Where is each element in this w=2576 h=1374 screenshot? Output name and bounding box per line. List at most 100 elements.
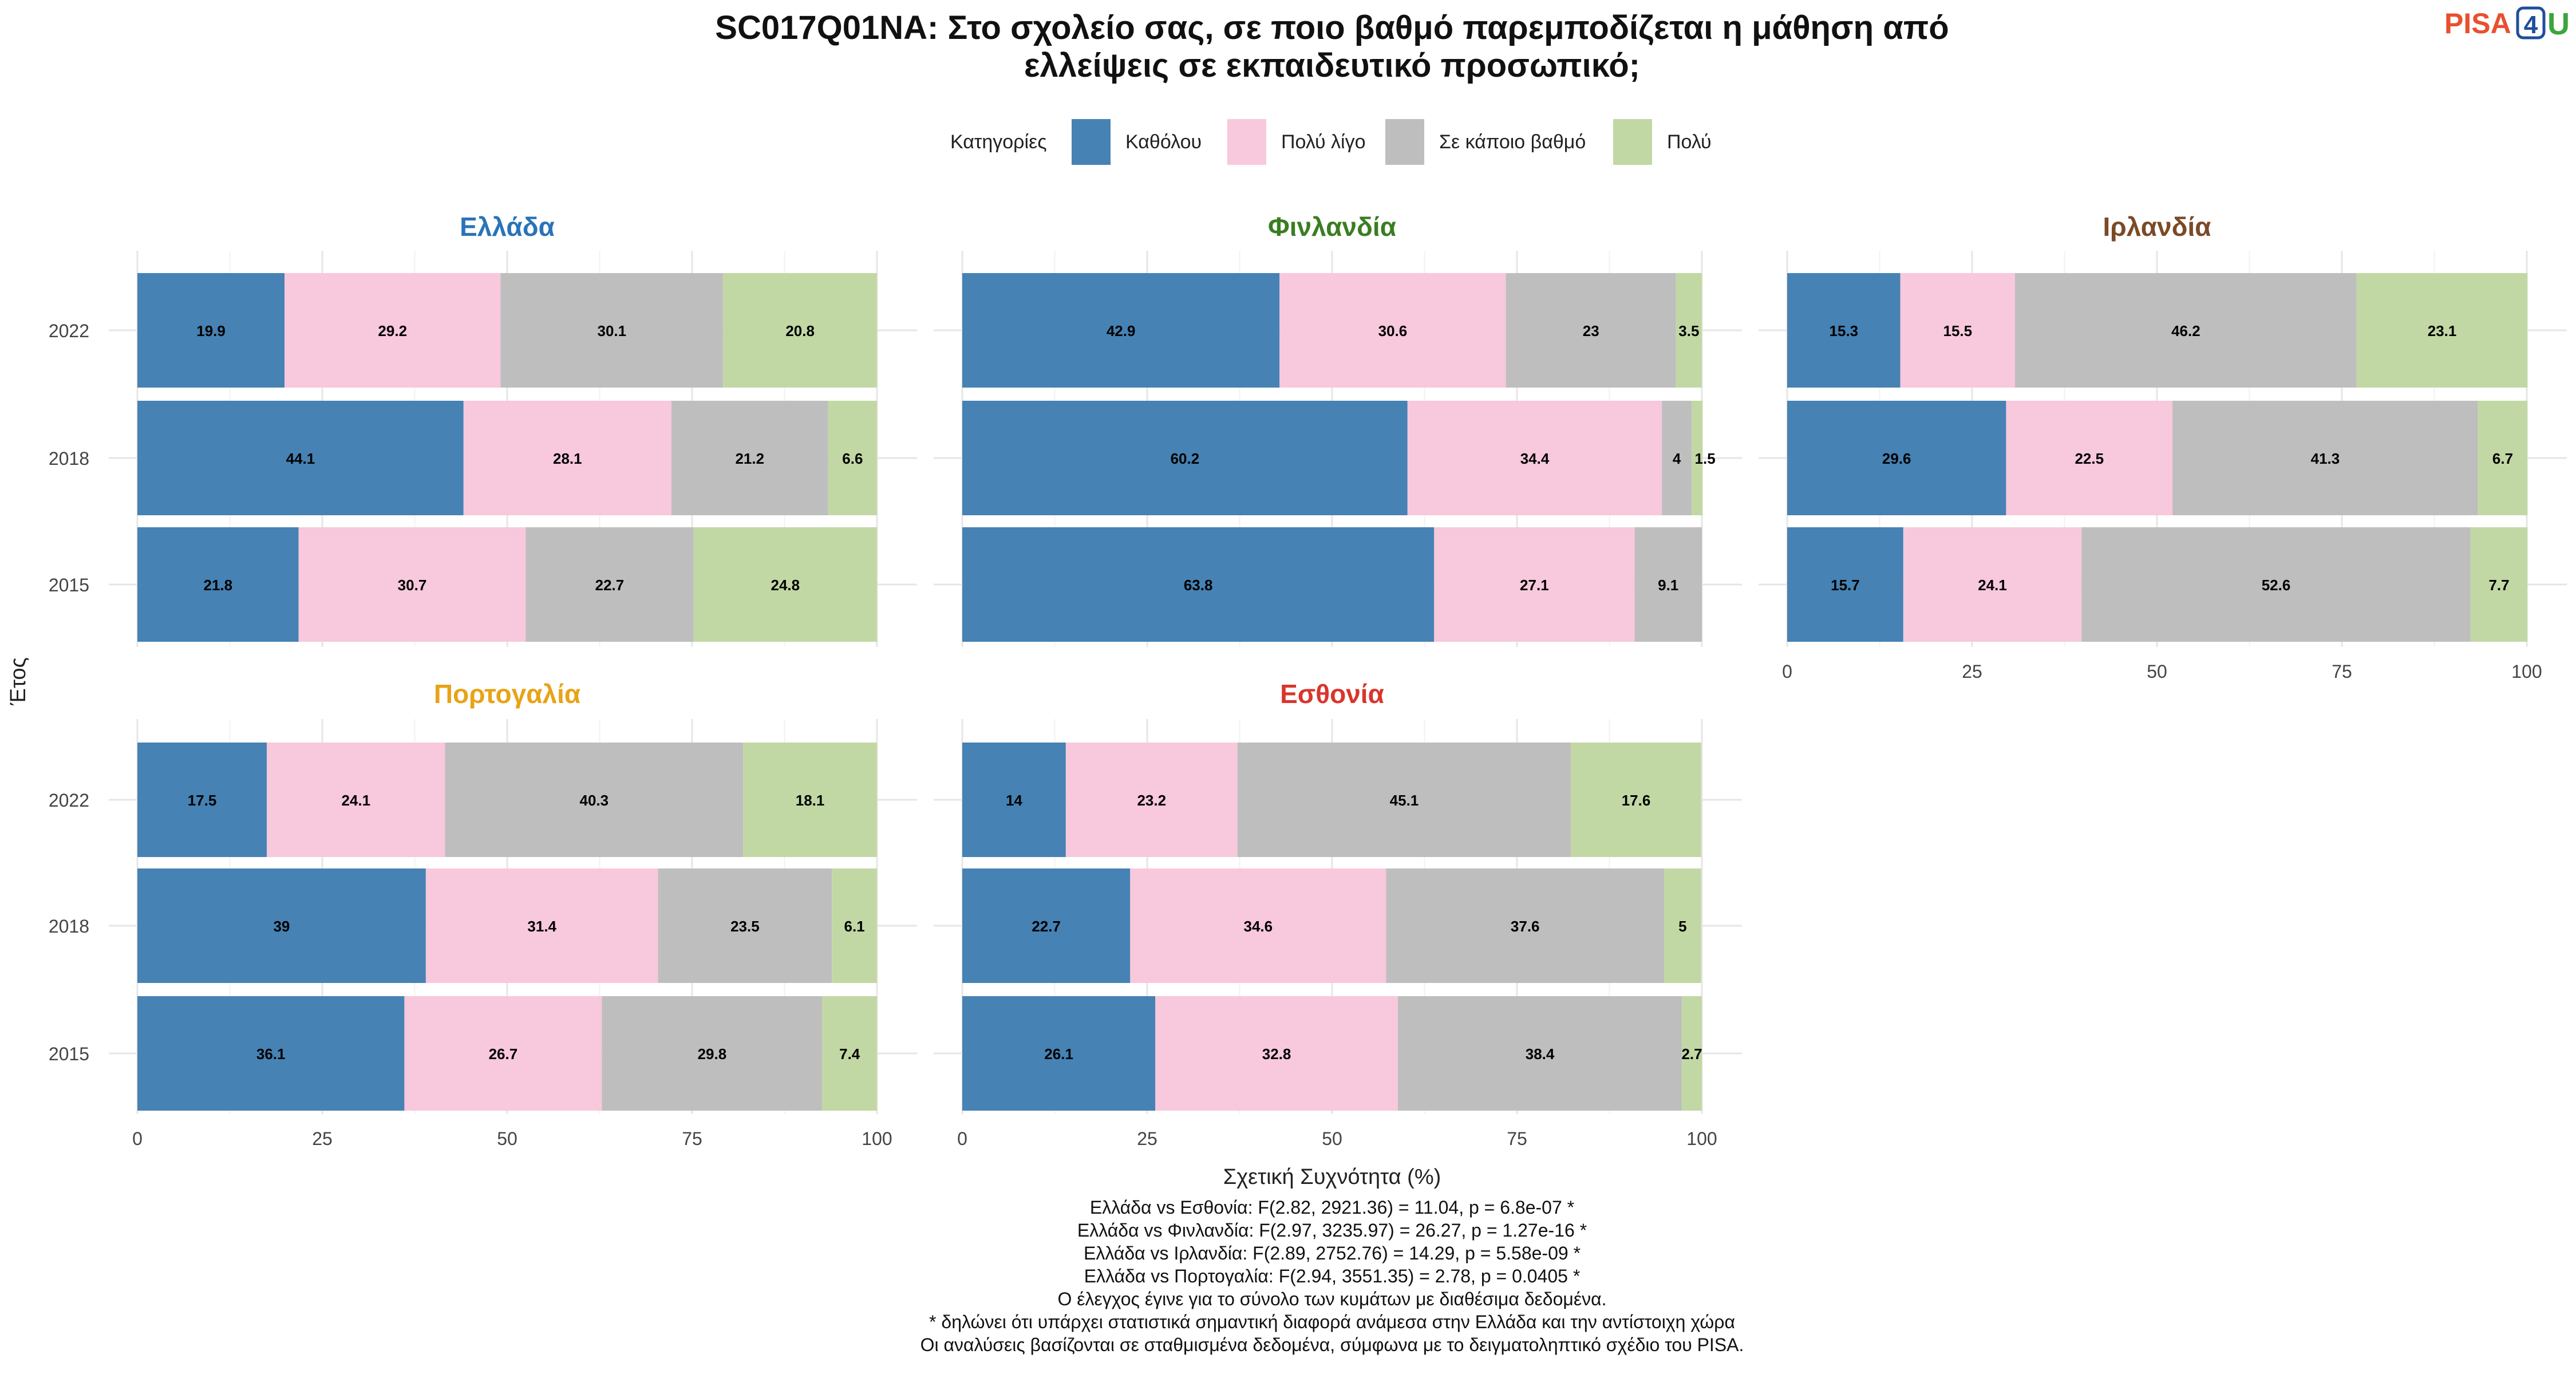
data-label: 14 (1006, 792, 1022, 809)
bar-segment (2356, 273, 2528, 388)
data-label: 21.8 (204, 577, 233, 594)
data-label: 22.7 (1032, 918, 1061, 935)
panel: Ιρλανδία 15.3 15.5 46.2 23.1 29.6 22.5 41.3 6.7 1… (1759, 212, 2567, 682)
data-label: 32.8 (1262, 1045, 1291, 1063)
data-label: 34.6 (1243, 918, 1273, 935)
panel-title: Φινλανδία (1268, 212, 1396, 242)
panel-title: Πορτογαλία (434, 679, 580, 709)
bar-segment (285, 273, 501, 388)
legend: Κατηγορίες Καθόλου Πολύ λίγο Σε κάποιο βαθμ… (950, 119, 1712, 165)
bar-segment (1903, 527, 2082, 642)
data-label: 9.1 (1658, 577, 1678, 594)
legend-label: Πολύ λίγο (1281, 131, 1366, 153)
bar-segment (2478, 401, 2528, 515)
data-label: 29.6 (1882, 450, 1911, 467)
panel: Ελλάδα 2022 2018 2015 19.9 29.2 30.1 20.8 44.1 28… (49, 212, 917, 647)
data-label: 6.1 (844, 918, 865, 935)
bar-segment (137, 996, 405, 1111)
bar-segment (2014, 273, 2357, 388)
data-label: 1.5 (1695, 450, 1716, 467)
x-tick-label: 25 (312, 1128, 333, 1149)
data-label: 42.9 (1107, 322, 1136, 339)
logo-box (2516, 6, 2546, 40)
x-tick-label: 0 (132, 1128, 143, 1149)
panel: Εσθονία 14 23.2 45.1 17.6 22.7 34.6 37.6 5 26.1 32… (934, 679, 1742, 1149)
data-label: 40.3 (580, 792, 609, 809)
bar-segment (602, 996, 823, 1111)
footnotes: Ελλάδα vs Εσθονία: F(2.82, 2921.36) = 11… (920, 1197, 1744, 1355)
panel: Πορτογαλία 2022 2018 2015 17.5 24.1 40.3 18.1 39… (49, 679, 917, 1149)
footnote-line: Ελλάδα vs Φινλανδία: F(2.97, 3235.97) = … (1077, 1220, 1587, 1241)
legend-swatch (1072, 119, 1111, 165)
data-label: 3.5 (1678, 322, 1699, 339)
y-tick-label: 2015 (49, 1044, 89, 1064)
bar-segment (962, 273, 1280, 388)
footnote-line: Οι αναλύσεις βασίζονται σε σταθμισμένα δ… (920, 1334, 1744, 1355)
bar-segment (1787, 527, 1903, 642)
x-tick-label: 75 (1507, 1128, 1527, 1149)
legend-swatch (1227, 119, 1266, 165)
data-label: 17.5 (188, 792, 217, 809)
bar-segment (137, 743, 267, 857)
bar-segment (2006, 401, 2173, 515)
bar-segment (137, 401, 464, 515)
pisa4u-logo: PISA 4 U (2444, 6, 2570, 41)
bar-segment (962, 868, 1131, 983)
bar-segment (828, 401, 877, 515)
data-label: 45.1 (1390, 792, 1419, 809)
facet-panels: Ελλάδα 2022 2018 2015 19.9 29.2 30.1 20.8 44.1 28… (49, 212, 2567, 1149)
data-label: 23.1 (2428, 322, 2457, 339)
data-label: 22.5 (2075, 450, 2104, 467)
bar-segment (298, 527, 526, 642)
x-tick-label: 50 (1322, 1128, 1342, 1149)
bar-segment (693, 527, 877, 642)
bar-segment (404, 996, 602, 1111)
data-label: 24.1 (341, 792, 370, 809)
data-label: 26.1 (1044, 1045, 1073, 1063)
legend-swatch (1385, 119, 1424, 165)
logo-text-u: U (2547, 7, 2570, 41)
data-label: 15.5 (1943, 322, 1973, 339)
y-tick-label: 2022 (49, 790, 89, 811)
bar-segment (1676, 273, 1702, 388)
footnote-line: * δηλώνει ότι υπάρχει στατιστικά σημαντι… (929, 1312, 1735, 1332)
data-label: 30.6 (1378, 322, 1408, 339)
panel-title: Ελλάδα (460, 212, 555, 242)
data-label: 23.2 (1137, 792, 1166, 809)
y-tick-label: 2015 (49, 575, 89, 595)
bar-segment (1900, 273, 2015, 388)
data-label: 52.6 (2262, 577, 2291, 594)
bar-segment (1065, 743, 1238, 857)
bar-segment (1237, 743, 1571, 857)
bar-segment (822, 996, 877, 1111)
bar-segment (2470, 527, 2528, 642)
data-label: 20.8 (785, 322, 815, 339)
data-label: 18.1 (796, 792, 825, 809)
bar-segment (1691, 401, 1703, 515)
y-tick-label: 2018 (49, 448, 89, 469)
data-label: 60.2 (1171, 450, 1200, 467)
data-label: 24.1 (1978, 577, 2007, 594)
data-label: 31.4 (527, 918, 556, 935)
bar-segment (1407, 401, 1662, 515)
bar-segment (137, 527, 299, 642)
title-line-2: ελλείψεις σε εκπαιδευτικό προσωπικό; (1024, 47, 1640, 84)
data-label: 17.6 (1622, 792, 1651, 809)
data-label: 19.9 (196, 322, 226, 339)
bar-segment (723, 273, 877, 388)
data-label: 34.4 (1520, 450, 1550, 467)
bar-segment (658, 868, 832, 983)
bar-segment (1434, 527, 1635, 642)
bar-segment (500, 273, 724, 388)
legend-label: Καθόλου (1125, 131, 1202, 153)
x-tick-label: 50 (497, 1128, 517, 1149)
data-label: 46.2 (2171, 322, 2200, 339)
bar-segment (526, 527, 694, 642)
data-label: 6.6 (842, 450, 863, 467)
bar-segment (743, 743, 877, 857)
x-tick-label: 100 (862, 1128, 892, 1149)
x-tick-label: 0 (1782, 661, 1792, 682)
y-tick-label: 2018 (49, 916, 89, 937)
data-label: 44.1 (286, 450, 315, 467)
data-label: 21.2 (735, 450, 764, 467)
